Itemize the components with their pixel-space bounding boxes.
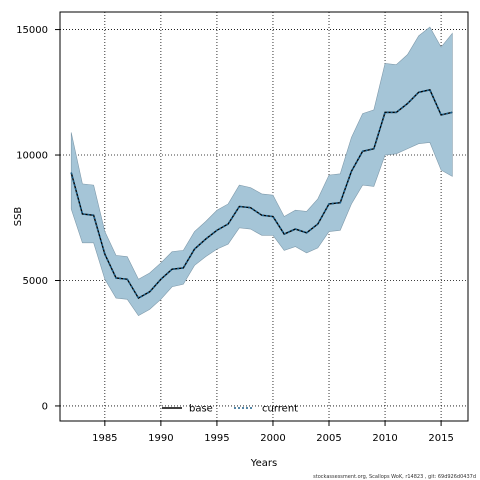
footer-credit: stockassessment.org, Scallops WoK, r1482… [313,474,476,480]
legend: base current [162,404,298,415]
y-axis-label: SSB [13,207,24,227]
x-tick-label: 2005 [316,433,341,444]
confidence-band [70,26,453,317]
x-tick-label: 1995 [204,433,229,444]
legend-label-base: base [189,404,213,415]
x-tick-label: 1990 [148,433,173,444]
x-tick-label: 2010 [372,433,397,444]
legend-label-current: current [262,404,298,415]
x-tick-label: 2000 [260,433,285,444]
y-tick-label: 10000 [16,151,48,162]
x-tick-label: 2015 [428,433,453,444]
x-axis-ticks: 1985 1990 1995 2000 2005 2010 2015 [92,421,454,444]
confidence-band-area [70,26,453,317]
y-axis-ticks: 0 5000 10000 15000 [16,25,60,412]
series-lines [70,88,453,300]
x-tick-label: 1985 [92,433,117,444]
plot-frame [59,11,469,422]
y-tick-label: 5000 [23,276,48,287]
y-tick-label: 15000 [16,25,48,36]
x-axis-label: Years [250,458,277,469]
series-line-base [70,88,453,299]
y-tick-label: 0 [42,401,48,412]
